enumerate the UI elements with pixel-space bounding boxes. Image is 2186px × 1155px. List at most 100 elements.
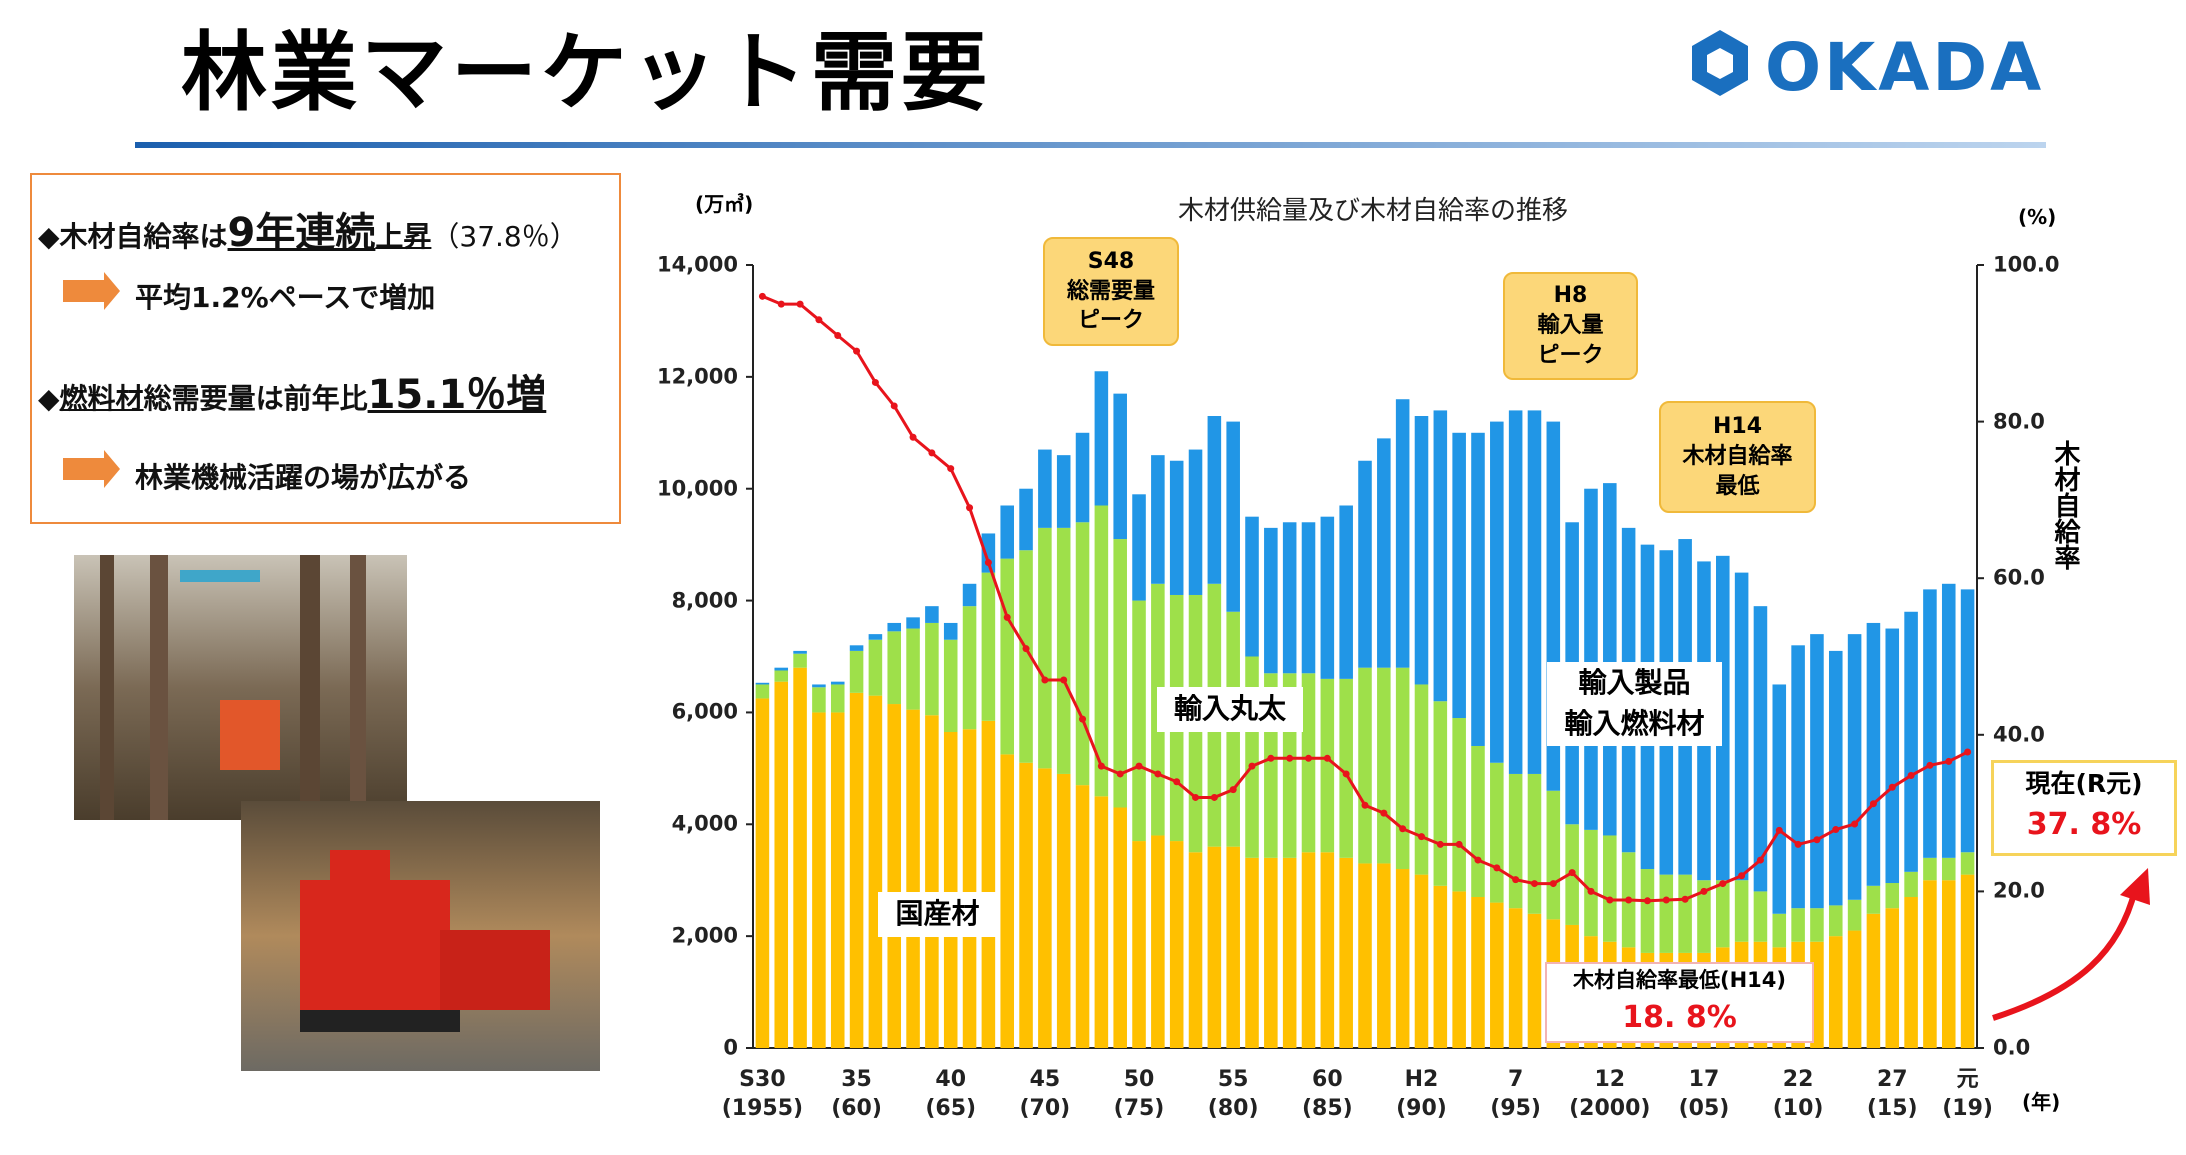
slide-title: 林業マーケット需要	[181, 23, 991, 123]
bar-segment	[1188, 852, 1203, 1048]
rate-point	[1229, 786, 1237, 794]
bar-segment	[1377, 863, 1391, 1048]
rate-point	[1738, 872, 1746, 880]
rate-point	[758, 292, 766, 300]
rate-point	[1079, 715, 1087, 723]
bar-segment	[943, 622, 958, 640]
bar-segment	[1339, 505, 1353, 679]
bar-segment	[1941, 583, 1956, 858]
bar-segment	[1339, 678, 1353, 858]
bar-segment	[981, 720, 996, 1048]
bar-segment	[1245, 857, 1259, 1048]
rate-point	[1417, 833, 1425, 841]
bar-segment	[1659, 874, 1674, 953]
bar-segment	[887, 704, 902, 1048]
bullet: 林業機械活躍の場が広がる	[135, 456, 471, 496]
photo-forest	[74, 555, 407, 820]
y-tick-label: 10,000	[656, 476, 738, 501]
bar-segment	[925, 606, 939, 623]
bar-segment	[1904, 871, 1918, 897]
bar-segment	[1433, 885, 1448, 1048]
rate-point	[1493, 864, 1501, 872]
x-tick-label: 35 (60)	[831, 1067, 882, 1121]
bar-segment	[1941, 857, 1956, 881]
bar-segment	[1527, 410, 1542, 774]
bar-segment	[1226, 421, 1240, 612]
bar-segment	[962, 606, 977, 730]
bar-segment	[925, 715, 939, 1048]
rate-point	[1568, 869, 1576, 877]
bar-segment	[1113, 807, 1127, 1048]
bar-segment	[1471, 896, 1485, 1048]
bar-segment	[1772, 684, 1787, 914]
bar-segment	[1207, 416, 1222, 584]
rate-point	[1719, 880, 1727, 888]
rate-point	[1794, 840, 1802, 848]
bar-segment	[1603, 483, 1617, 836]
rate-point	[928, 449, 936, 457]
bar-segment	[1508, 908, 1523, 1048]
bullet: ◆木材自給率は9年連続上昇（37.8％）	[38, 200, 578, 258]
rate-point	[1587, 887, 1595, 895]
bar-segment	[1527, 773, 1542, 914]
bar-segment	[1056, 455, 1071, 528]
rate-point	[853, 347, 861, 355]
rate-point	[1851, 820, 1859, 828]
y-tick-label: 14,000	[656, 252, 738, 277]
bullet-emphasis: 15.1％増	[367, 372, 547, 418]
rate-point	[834, 331, 842, 339]
bar-segment	[830, 681, 845, 685]
rate-point	[1173, 778, 1181, 786]
bar-segment	[793, 653, 807, 668]
bar-segment	[1000, 558, 1014, 755]
bar-segment	[1753, 891, 1768, 942]
x-tick-label: 55 (80)	[1207, 1067, 1259, 1121]
bar-segment	[1000, 505, 1014, 559]
rate-point	[1003, 613, 1011, 621]
bar-segment	[1207, 846, 1222, 1048]
rate-point	[1342, 770, 1350, 778]
series-label: 国産材	[878, 892, 997, 937]
chart-title: 木材供給量及び木材自給率の推移	[1177, 196, 1569, 226]
bar-segment	[1490, 902, 1504, 1048]
rate-point	[1135, 762, 1143, 770]
rate-point	[1455, 840, 1463, 848]
bar-segment	[1923, 857, 1937, 881]
rate-point	[1192, 793, 1200, 801]
bar-segment	[1301, 522, 1316, 674]
rate-point	[1286, 754, 1294, 762]
bar-segment	[1169, 460, 1184, 595]
bar-segment	[868, 639, 883, 696]
bar-segment	[1245, 516, 1259, 657]
bar-segment	[1395, 869, 1410, 1048]
current-label: 現在(R元)	[2025, 769, 2143, 798]
callout: H14 木材自給率 最低	[1659, 401, 1816, 513]
bar-segment	[1433, 410, 1448, 702]
bar-segment	[1075, 785, 1090, 1048]
rate-point	[1041, 676, 1049, 684]
y2-axis-unit: (%)	[2018, 205, 2057, 229]
bar-segment	[887, 622, 902, 632]
y-tick-label: 8,000	[671, 587, 738, 612]
y2-tick-label: 20.0	[1993, 878, 2045, 903]
rate-point	[890, 402, 898, 410]
bar-segment	[755, 698, 770, 1048]
rate-point	[1380, 809, 1388, 817]
bar-segment	[1960, 852, 1975, 875]
bar-segment	[1584, 829, 1598, 937]
bar-segment	[849, 692, 864, 1048]
bar-segment	[1490, 762, 1504, 903]
rate-point	[1756, 856, 1764, 864]
bar-segment	[1301, 673, 1316, 853]
bar-segment	[1282, 857, 1297, 1048]
bar-segment	[1584, 488, 1598, 830]
bar-segment	[1904, 896, 1918, 1048]
y-tick-label: 4,000	[671, 811, 738, 836]
rate-point	[1681, 895, 1689, 903]
rate-point	[1305, 754, 1313, 762]
bar-segment	[906, 617, 920, 629]
rate-point	[1474, 856, 1482, 864]
rate-point	[909, 433, 917, 441]
rate-point	[1060, 676, 1068, 684]
bar-segment	[906, 628, 920, 710]
